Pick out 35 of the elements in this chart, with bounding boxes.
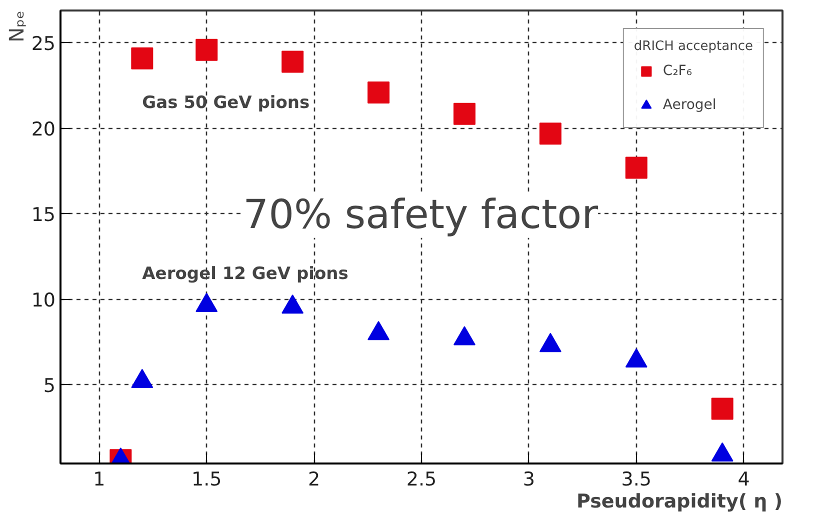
annotation: Gas 50 GeV pions <box>142 93 310 114</box>
y-tick-label: 10 <box>31 289 56 312</box>
point <box>539 332 562 352</box>
legend-label: C₂F₆ <box>662 63 692 79</box>
point <box>453 102 476 125</box>
y-axis-title: Nₚₑ <box>4 10 28 42</box>
point <box>196 292 218 312</box>
legend-title: dRICH acceptance <box>634 39 753 54</box>
point <box>196 38 218 61</box>
point <box>282 294 304 314</box>
point <box>368 82 390 104</box>
point <box>539 122 562 145</box>
y-tick-label: 5 <box>43 374 56 397</box>
annotation: 70% safety factor <box>243 192 599 238</box>
x-tick-label: 4 <box>738 468 750 490</box>
x-tick-label: 1 <box>93 468 106 490</box>
point <box>368 320 390 340</box>
legend-label: Aerogel <box>662 97 716 113</box>
point <box>453 326 476 346</box>
annotation: Aerogel 12 GeV pions <box>142 264 348 284</box>
point <box>131 368 154 388</box>
y-tick-label: 20 <box>31 118 56 140</box>
x-tick-label: 3.5 <box>621 468 652 490</box>
point <box>282 50 304 73</box>
y-tick-label: 25 <box>31 32 56 55</box>
y-tick-label: 15 <box>31 204 56 226</box>
point <box>711 442 734 462</box>
x-tick-label: 2 <box>308 468 320 490</box>
x-tick-label: 1.5 <box>192 468 222 490</box>
point <box>625 156 648 179</box>
x-tick-label: 3 <box>522 468 535 490</box>
point <box>625 348 648 368</box>
point <box>131 47 154 70</box>
x-tick-label: 2.5 <box>406 468 437 490</box>
x-axis-title: Pseudorapidity( η ) <box>576 490 783 512</box>
